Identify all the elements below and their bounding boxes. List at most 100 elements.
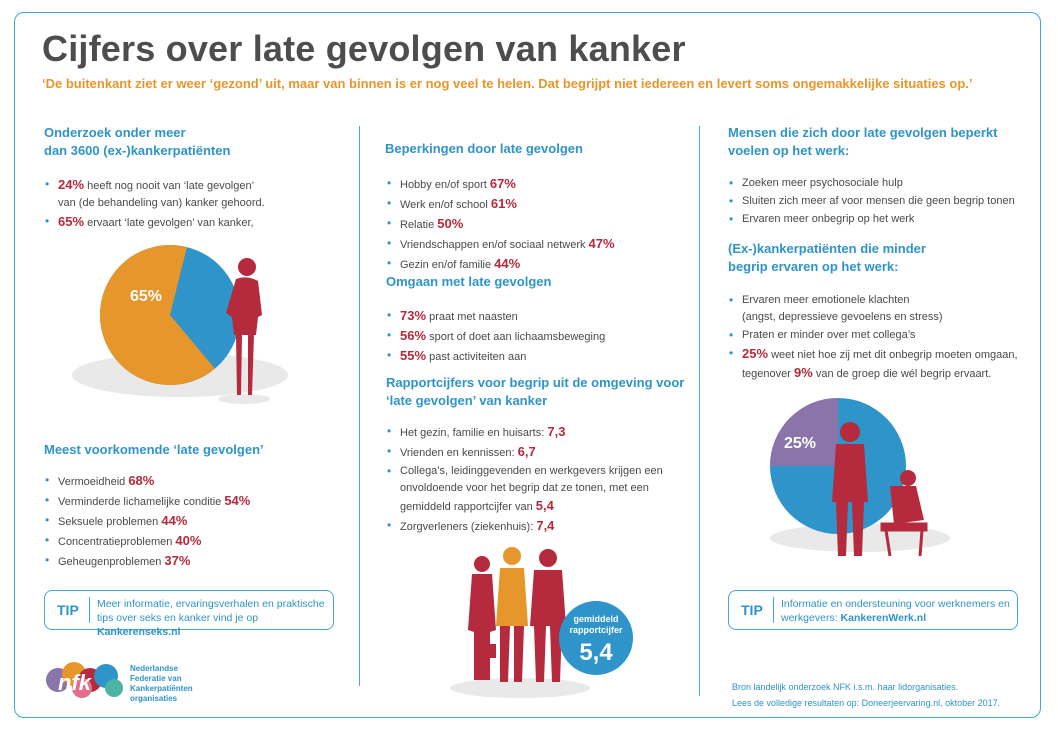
work-item-text: Ervaren meer onbegrip op het werk	[742, 213, 915, 225]
coping-percent: 73%	[400, 308, 427, 323]
limit-label: Hobby en/of sport	[400, 179, 490, 191]
tip-label: TIP	[57, 602, 79, 618]
limits-heading: Beperkingen door late gevolgen	[385, 141, 583, 156]
list-item: Verminderde lichamelijke conditie 54%	[44, 492, 344, 511]
work-heading-line1: Mensen die zich door late gevolgen beper…	[728, 125, 998, 140]
grade-label-cont: gemiddeld rapportcijfer van	[400, 501, 536, 513]
effect-percent: 54%	[224, 493, 251, 508]
nfk-logo-icon: nfk	[46, 662, 123, 698]
limit-percent: 67%	[489, 176, 516, 191]
grade-value: 7,4	[536, 518, 555, 533]
tip-text-line2: werkgevers:	[781, 612, 841, 624]
less-item-text-cont: tegenover	[742, 368, 794, 380]
column-divider-1	[359, 126, 360, 686]
coping-label: praat met naasten	[426, 311, 518, 323]
limit-percent: 47%	[588, 236, 615, 251]
nfk-logo-text: Nederlandse Federatie van Kankerpatiënte…	[130, 664, 193, 704]
grades-heading: Rapportcijfers voor begrip uit de omgevi…	[386, 374, 684, 410]
stat-percent: 65%	[58, 214, 85, 229]
stat-text-cont: van (de behandeling van) kanker gehoord.	[58, 197, 265, 209]
grades-heading-line2: ‘late gevolgen’ van kanker	[386, 393, 548, 408]
column-divider-2	[699, 126, 700, 696]
coping-percent: 56%	[400, 328, 427, 343]
limits-list: Hobby en/of sport 67% Werk en/of school …	[386, 175, 686, 275]
list-item: 25% weet niet hoe zij met dit onbegrip m…	[728, 345, 1038, 383]
list-item: Ervaren meer onbegrip op het werk	[728, 211, 1028, 228]
source-line-1: Bron landelijk onderzoek NFK i.s.m. haar…	[732, 682, 959, 692]
nfk-logo-mark: nfk	[58, 670, 93, 695]
nfk-logo-line2: Federatie van	[130, 674, 182, 683]
badge-line2: rapportcijfer	[569, 625, 623, 635]
limit-label: Relatie	[400, 219, 438, 231]
less-item-text: Praten er minder over met collega’s	[742, 329, 916, 341]
source-line-2: Lees de volledige resultaten op: Doneerj…	[732, 698, 1001, 708]
effect-percent: 37%	[164, 553, 191, 568]
effect-label: Vermoeidheid	[58, 476, 129, 488]
rapportcijfer-badge: gemiddeld rapportcijfer 5,4	[559, 601, 633, 675]
less-percent-2: 9%	[793, 365, 813, 380]
research-stats-list: 24% heeft nog nooit van ‘late gevolgen’ …	[44, 176, 344, 233]
coping-label: past activiteiten aan	[426, 351, 527, 363]
list-item: 73% praat met naasten	[386, 307, 686, 326]
grade-label-cont: onvoldoende voor het begrip dat ze tonen…	[400, 482, 649, 494]
work-item-text: Sluiten zich meer af voor mensen die gee…	[742, 195, 1015, 207]
badge-line1: gemiddeld	[573, 614, 618, 624]
list-item: 65% ervaart ‘late gevolgen’ van kanker,	[44, 213, 344, 232]
limit-label: Vriendschappen en/of sociaal netwerk	[400, 239, 589, 251]
nfk-logo-line1: Nederlandse	[130, 664, 179, 673]
list-item: Zoeken meer psychosociale hulp	[728, 175, 1028, 192]
work-list: Zoeken meer psychosociale hulp Sluiten z…	[728, 175, 1028, 229]
tip-text: Meer informatie, ervaringsverhalen en pr…	[97, 597, 327, 639]
less-item-text: weet niet hoe zij met dit onbegrip moete…	[768, 349, 1018, 361]
tip-link-kankerenwerk[interactable]: KankerenWerk.nl	[840, 612, 927, 624]
limit-percent: 44%	[494, 256, 521, 271]
page-subtitle: ‘De buitenkant ziet er weer ‘gezond’ uit…	[42, 76, 973, 91]
tip-box-seks: TIP Meer informatie, ervaringsverhalen e…	[44, 590, 334, 638]
effect-label: Seksuele problemen	[58, 516, 162, 528]
list-item: 24% heeft nog nooit van ‘late gevolgen’ …	[44, 176, 344, 212]
list-item: Ervaren meer emotionele klachten (angst,…	[728, 292, 1038, 326]
research-heading: Onderzoek onder meer dan 3600 (ex-)kanke…	[44, 124, 230, 160]
effect-label: Concentratieproblemen	[58, 536, 176, 548]
grade-value: 5,4	[535, 498, 554, 513]
tip-text-line1: Informatie en ondersteuning voor werknem…	[781, 598, 1010, 610]
list-item: Relatie 50%	[386, 215, 686, 234]
less-item-text-cont: van de groep die wél begrip ervaart.	[812, 368, 992, 380]
research-heading-line2: dan 3600 (ex-)kankerpatiënten	[44, 143, 231, 158]
coping-list: 73% praat met naasten 56% sport of doet …	[386, 307, 686, 367]
list-item: Het gezin, familie en huisarts: 7,3	[386, 423, 686, 442]
tip-separator	[89, 597, 90, 623]
grade-label: Collega’s, leidinggevenden en werkgevers…	[400, 465, 663, 477]
grade-label: Vrienden en kennissen:	[400, 447, 518, 459]
grade-value: 6,7	[517, 444, 536, 459]
effect-label: Geheugenproblemen	[58, 556, 165, 568]
stat-percent: 24%	[58, 177, 85, 192]
less-heading-line2: begrip ervaren op het werk:	[728, 259, 899, 274]
grade-label: Het gezin, familie en huisarts:	[400, 427, 548, 439]
list-item: Sluiten zich meer af voor mensen die gee…	[728, 193, 1028, 210]
grade-value: 7,3	[547, 424, 566, 439]
less-item-text-cont: (angst, depressieve gevoelens en stress)	[742, 311, 943, 323]
tip-text-line1: Meer informatie, ervaringsverhalen en pr…	[97, 598, 325, 610]
coping-heading: Omgaan met late gevolgen	[386, 274, 552, 289]
office-workers-figures-icon	[832, 422, 928, 557]
tip-link-kankerenseks[interactable]: Kankerenseks.nl	[97, 626, 181, 638]
effect-percent: 68%	[128, 473, 155, 488]
effect-percent: 44%	[161, 513, 188, 528]
list-item: Vermoeidheid 68%	[44, 472, 344, 491]
list-item: Collega’s, leidinggevenden en werkgevers…	[386, 463, 686, 516]
stat-text: heeft nog nooit van ‘late gevolgen’	[84, 180, 255, 192]
effects-heading: Meest voorkomende ‘late gevolgen’	[44, 442, 264, 457]
work-heading: Mensen die zich door late gevolgen beper…	[728, 124, 997, 160]
tip-text-line2: tips over seks en kanker vind je op	[97, 612, 259, 624]
woman-figure-icon	[218, 258, 270, 404]
list-item: Gezin en/of familie 44%	[386, 255, 686, 274]
stat-text: ervaart ‘late gevolgen’ van kanker,	[84, 217, 254, 229]
effect-label: Verminderde lichamelijke conditie	[58, 496, 225, 508]
tip-text: Informatie en ondersteuning voor werknem…	[781, 597, 1011, 625]
poster-frame	[14, 12, 1041, 718]
pie-slice-25	[770, 398, 838, 466]
less-understanding-list: Ervaren meer emotionele klachten (angst,…	[728, 292, 1038, 384]
pie-slice-65	[100, 245, 215, 385]
page-title: Cijfers over late gevolgen van kanker	[42, 28, 686, 69]
